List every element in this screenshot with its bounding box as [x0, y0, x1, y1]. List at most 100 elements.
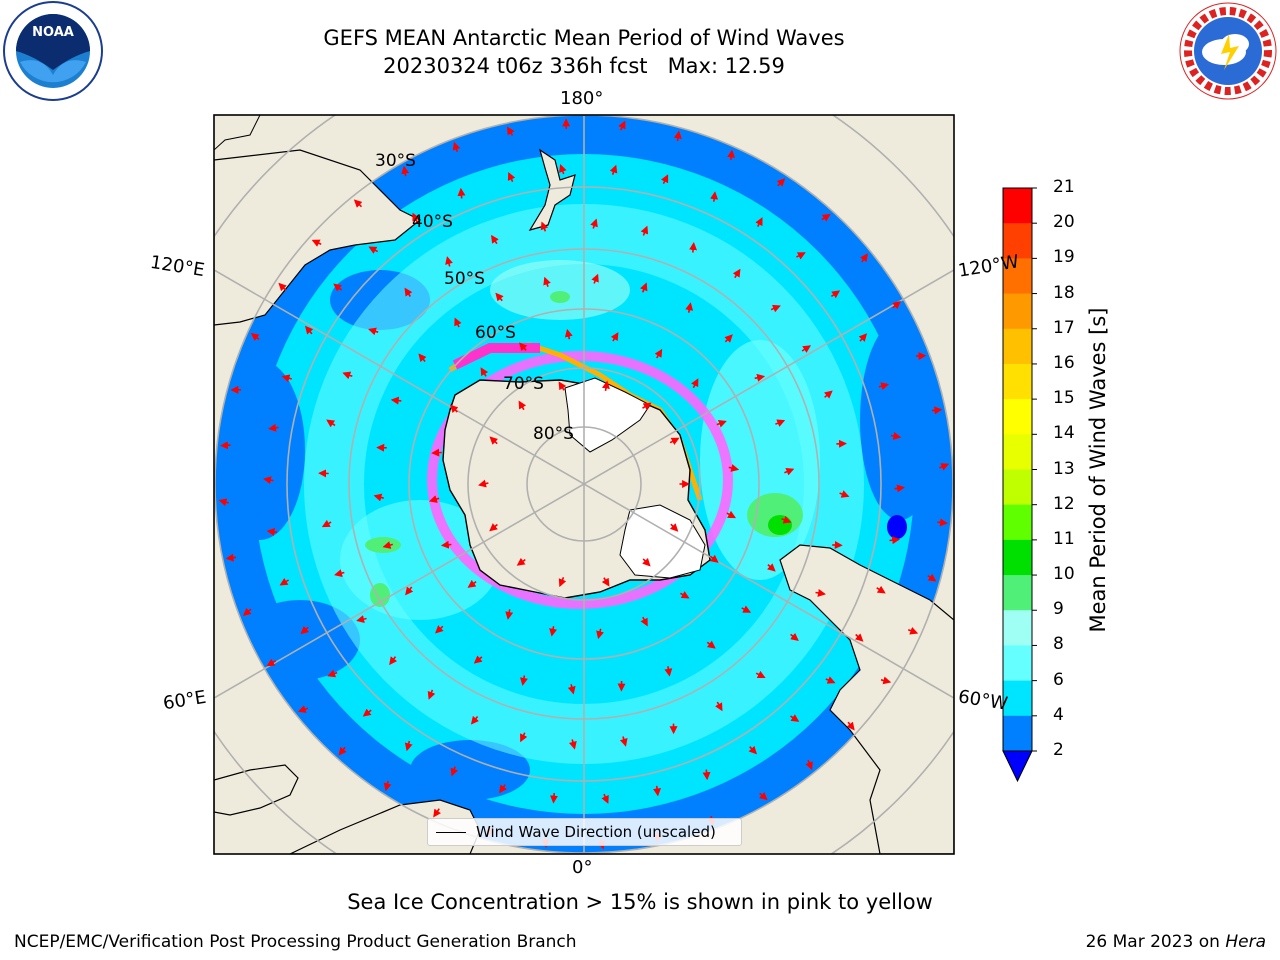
wind-wave-arrow — [907, 626, 919, 635]
wind-wave-arrow — [333, 283, 343, 292]
wind-wave-arrow — [669, 523, 679, 532]
wind-wave-arrow — [373, 493, 384, 502]
wind-wave-arrow — [673, 130, 682, 142]
wind-wave-arrow — [540, 221, 549, 232]
wind-wave-arrow — [433, 808, 442, 818]
wind-wave-arrow — [759, 791, 768, 801]
wind-wave-arrow — [854, 633, 864, 642]
colorbar-tick-label: 20 — [1053, 212, 1075, 233]
wind-wave-arrow — [428, 495, 440, 503]
wind-wave-arrow — [709, 554, 719, 563]
footer-date: 26 Mar 2023 on Hera — [1086, 932, 1266, 952]
wind-wave-arrow — [748, 745, 758, 755]
wind-wave-arrow — [499, 784, 507, 794]
wind-wave-arrow — [558, 576, 567, 588]
legend-line-icon — [436, 831, 466, 833]
wind-wave-arrow — [821, 213, 831, 222]
colorbar-tick-label: 18 — [1053, 282, 1075, 303]
wind-wave-arrow — [383, 780, 392, 792]
wind-wave-arrow — [431, 448, 442, 457]
wind-wave-arrow — [266, 527, 278, 536]
wind-wave-arrow — [454, 317, 462, 328]
colorbar-tick-label: 21 — [1053, 177, 1075, 197]
wind-wave-arrow — [653, 785, 661, 797]
wind-wave-arrow — [601, 577, 610, 587]
wind-wave-arrow — [567, 684, 576, 695]
wind-wave-arrow — [356, 615, 367, 623]
wind-wave-arrow — [727, 149, 736, 161]
south-america — [779, 544, 954, 854]
wind-wave-arrow — [242, 607, 252, 617]
wind-wave-arrow — [784, 467, 795, 476]
wind-wave-arrow — [412, 212, 420, 223]
land-top-left — [214, 115, 261, 151]
australia — [214, 149, 422, 326]
lat-label-60s: 60°S — [475, 323, 516, 343]
wind-wave-arrow — [781, 515, 792, 524]
wind-wave-arrow — [404, 287, 413, 297]
wind-wave-arrow — [401, 165, 410, 177]
wind-wave-arrow — [776, 178, 786, 187]
wind-wave-arrow — [559, 163, 567, 175]
wind-wave-arrow — [601, 380, 610, 392]
wind-wave-arrow — [680, 591, 690, 599]
wind-wave-arrow — [519, 342, 528, 352]
wind-wave-arrow — [642, 558, 651, 567]
wind-wave-arrow — [457, 187, 466, 199]
wind-wave-arrow — [389, 656, 398, 666]
wind-wave-arrow — [640, 616, 648, 627]
wind-wave-arrow — [894, 484, 905, 493]
wind-wave-arrow — [506, 126, 515, 136]
wind-wave-arrow — [321, 519, 332, 528]
wind-wave-arrow — [618, 120, 626, 131]
wind-wave-arrows — [218, 118, 950, 850]
colorbar-tick-label: 9 — [1053, 599, 1064, 620]
colorbar-segment — [1003, 399, 1032, 435]
colorbar-extend-min — [1002, 750, 1033, 783]
footer-credit: NCEP/EMC/Verification Post Processing Pr… — [14, 932, 577, 952]
wind-wave-arrow — [710, 191, 719, 202]
wind-wave-arrow — [685, 302, 694, 313]
wind-wave-arrow — [362, 708, 372, 717]
wind-wave-arrow — [660, 174, 669, 185]
map-frame — [213, 114, 955, 855]
lon-label-0: 0° — [572, 857, 593, 878]
wind-wave-arrow — [815, 588, 826, 597]
wind-wave-arrow — [839, 490, 850, 498]
wind-wave-arrow — [892, 300, 901, 310]
wind-wave-arrow — [505, 609, 514, 620]
wind-wave-arrow — [880, 676, 892, 685]
wind-wave-arrow — [435, 625, 444, 634]
wind-wave-arrow — [297, 705, 309, 713]
wind-wave-arrow — [640, 225, 649, 236]
lat-label-40s: 40°S — [412, 212, 453, 232]
colorbar-segment — [1003, 293, 1032, 330]
new-zealand — [528, 148, 576, 231]
wind-wave-arrow — [489, 436, 499, 445]
wind-wave-arrow — [326, 419, 336, 428]
colorbar-tick-label: 17 — [1053, 317, 1075, 338]
wind-wave-arrow — [858, 333, 868, 342]
ronne-ice-shelf — [619, 504, 706, 579]
wind-wave-arrow — [591, 273, 599, 284]
noaa-logo-text: NOAA — [32, 25, 74, 40]
wind-wave-arrow — [518, 400, 527, 411]
wind-wave-arrow — [250, 332, 260, 341]
wind-wave-arrow — [278, 282, 287, 292]
wind-wave-arrow — [478, 479, 489, 488]
wind-wave-arrow — [669, 437, 680, 446]
wind-wave-arrow — [564, 328, 573, 340]
colorbar-tick-label: 14 — [1053, 423, 1075, 444]
wind-wave-arrow — [939, 463, 950, 471]
colorbar-segment — [1003, 504, 1032, 541]
wind-wave-arrow — [520, 732, 528, 743]
wind-wave-arrow — [609, 164, 618, 175]
wind-wave-arrow — [825, 676, 836, 684]
wind-wave-arrow — [726, 510, 737, 519]
wind-wave-arrow — [311, 239, 322, 247]
wind-wave-arrow — [491, 234, 499, 245]
wind-wave-arrow — [702, 769, 711, 781]
wind-wave-arrow — [516, 557, 526, 566]
wind-wave-arrow — [728, 464, 740, 472]
colorbar-tick-label: 19 — [1053, 247, 1075, 268]
